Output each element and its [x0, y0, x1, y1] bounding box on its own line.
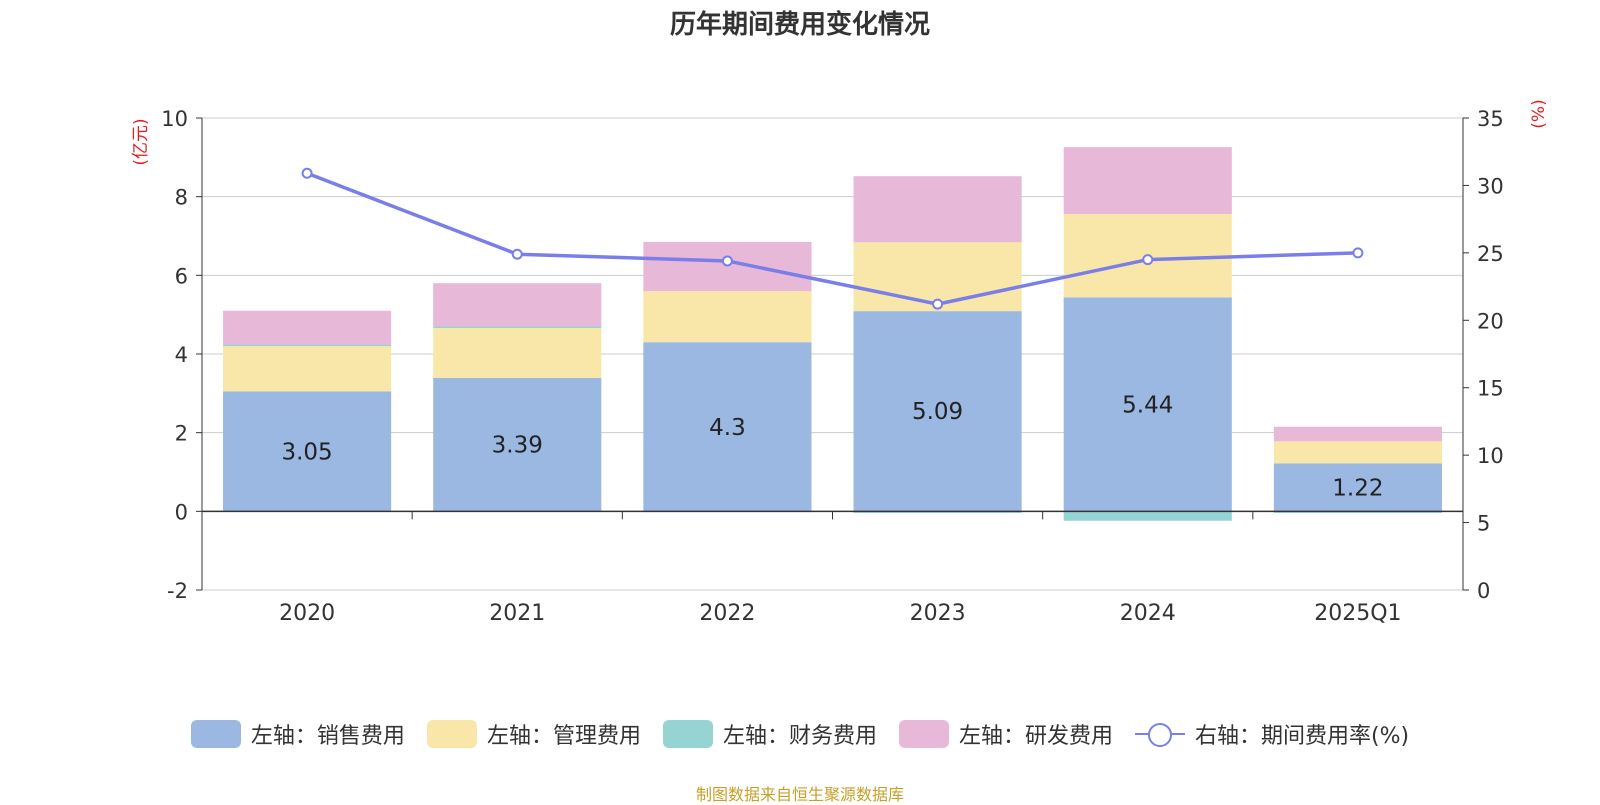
bar-data-label: 3.39 — [492, 433, 543, 459]
rate-line — [306, 171, 1358, 306]
bar-segment — [1273, 463, 1442, 512]
right-tick-label: 25 — [1477, 242, 1504, 266]
right-tick-label: 30 — [1477, 174, 1504, 198]
legend-label-finance: 左轴：财务费用 — [722, 724, 877, 749]
right-tick-label: 5 — [1477, 512, 1490, 536]
rate-point — [1142, 254, 1154, 266]
x-tick-label: 2022 — [699, 601, 755, 626]
bar-data-label: 1.22 — [1332, 475, 1383, 501]
bar-segment — [223, 310, 392, 345]
legend-item-rate[interactable]: 右轴：期间费用率(%) — [1134, 718, 1410, 750]
left-axis-unit-label: (亿元) — [131, 118, 151, 165]
bar-series — [223, 147, 1442, 521]
right-tick-label: 15 — [1477, 377, 1504, 401]
bar-data-label: 4.3 — [709, 415, 746, 441]
legend-label-sales: 左轴：销售费用 — [250, 724, 405, 749]
left-tick-label: 6 — [175, 264, 188, 288]
right-tick-label: 20 — [1477, 309, 1504, 333]
legend-item-rnd[interactable]: 左轴：研发费用 — [898, 718, 1113, 750]
x-tick-label: 2023 — [910, 601, 966, 626]
bar-data-label: 3.05 — [281, 439, 332, 465]
legend-swatch-sales — [190, 720, 241, 748]
right-tick-label: 10 — [1477, 444, 1504, 468]
legend-swatch-admin — [426, 720, 477, 748]
bar-segment — [1063, 511, 1232, 521]
legend-label-rnd: 左轴：研发费用 — [958, 724, 1113, 749]
legend-label-admin: 左轴：管理费用 — [486, 724, 641, 749]
bar-segment — [1273, 441, 1442, 464]
x-tick-label: 2024 — [1120, 601, 1176, 626]
rate-point — [301, 167, 313, 179]
bar-segment — [1063, 147, 1232, 214]
bar-segment — [433, 377, 602, 512]
left-tick-label: 4 — [175, 343, 188, 367]
legend: 左轴：销售费用 左轴：管理费用 左轴：财务费用 左轴：研发费用 右轴：期间费用率… — [0, 718, 1600, 750]
right-axis-unit-label: (%) — [1529, 99, 1549, 128]
rate-point — [511, 248, 523, 260]
bar-segment — [643, 291, 812, 343]
bar-segment — [643, 241, 812, 292]
left-tick-label: 2 — [175, 422, 188, 446]
bar-segment — [1063, 297, 1232, 512]
chart-title: 历年期间费用变化情况 — [669, 10, 930, 40]
bar-segment — [223, 344, 392, 347]
rate-point — [721, 255, 733, 267]
legend-swatch-finance — [662, 720, 713, 748]
right-tick-label: 35 — [1477, 107, 1504, 131]
x-tick-label: 2020 — [279, 601, 335, 626]
axes: -2 0 2 4 6 8 10 0 5 10 15 20 25 30 35 2020 2021 2022 2023 2… — [131, 99, 1549, 626]
bar-segment — [853, 511, 1022, 513]
data-labels: 3.05 3.39 4.3 5.09 5.44 1.22 — [281, 392, 1383, 501]
bar-segment — [1273, 426, 1442, 442]
bar-segment — [433, 283, 602, 327]
left-tick-label: 10 — [161, 107, 188, 131]
bar-segment — [643, 342, 812, 512]
left-tick-label: 0 — [175, 500, 188, 524]
legend-item-finance[interactable]: 左轴：财务费用 — [662, 718, 877, 750]
bar-segment — [433, 328, 602, 378]
legend-label-rate: 右轴：期间费用率(%) — [1194, 724, 1410, 749]
right-tick-label: 0 — [1477, 579, 1490, 603]
left-tick-label: 8 — [175, 186, 188, 210]
bar-segment — [223, 391, 392, 512]
source-note: 制图数据来自恒生聚源数据库 — [695, 785, 904, 804]
rate-point — [1352, 247, 1364, 259]
bar-segment — [433, 326, 602, 329]
bar-segment — [853, 311, 1022, 512]
bar-segment — [223, 346, 392, 392]
legend-line-marker-icon — [1134, 720, 1185, 748]
legend-swatch-rnd — [898, 720, 949, 748]
x-tick-label: 2025Q1 — [1314, 601, 1401, 626]
legend-item-sales[interactable]: 左轴：销售费用 — [190, 718, 405, 750]
line-series — [301, 167, 1364, 310]
x-tick-label: 2021 — [489, 601, 545, 626]
bar-data-label: 5.44 — [1122, 392, 1173, 418]
left-tick-label: -2 — [167, 579, 188, 603]
bar-segment — [853, 176, 1022, 243]
bar-data-label: 5.09 — [912, 399, 963, 425]
bar-segment — [1273, 511, 1442, 513]
legend-item-admin[interactable]: 左轴：管理费用 — [426, 718, 641, 750]
rate-point — [932, 298, 944, 310]
